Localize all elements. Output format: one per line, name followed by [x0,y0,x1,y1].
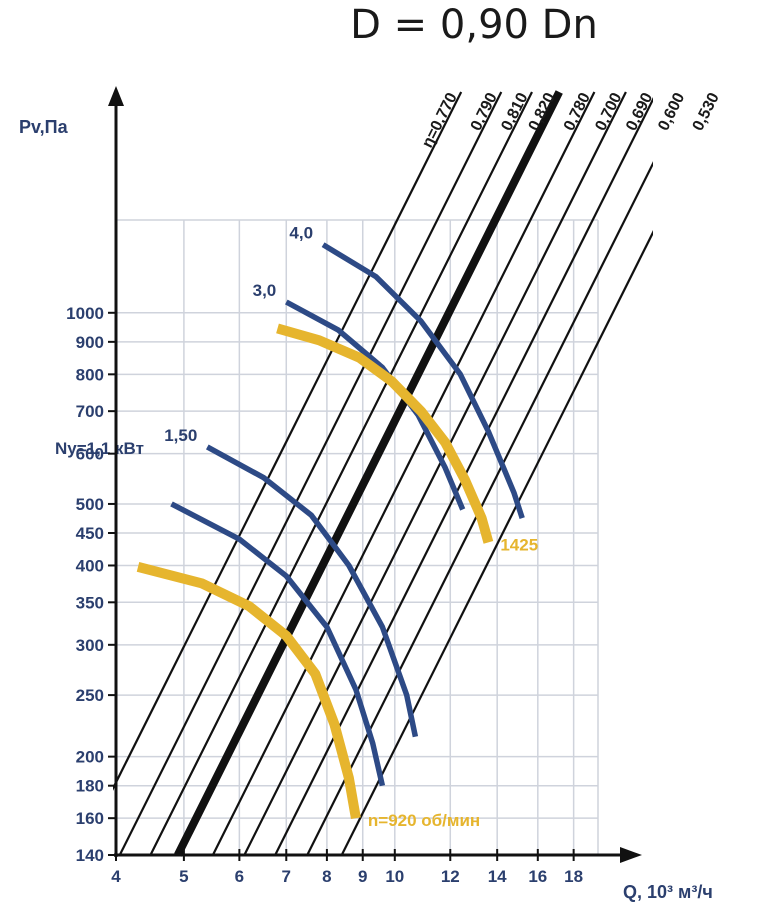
speed-curve-label: 1425 [500,535,538,554]
efficiency-label: 0,530 [690,90,723,134]
y-tick-label: 180 [76,777,104,796]
performance-curves [136,242,525,820]
speed-curve-label: n=920 об/мин [368,811,480,830]
efficiency-line [118,91,503,856]
efficiency-label: 0,600 [655,90,688,134]
y-tick-label: 140 [76,846,104,865]
axes [108,86,642,863]
power-curve [205,444,419,738]
y-tick-label: 350 [76,593,104,612]
y-tick-label: 400 [76,556,104,575]
x-tick-label: 6 [235,867,244,886]
efficiency-label: 0,790 [468,90,501,134]
x-axis-arrow [620,847,642,863]
power-curve-label: 1,50 [164,426,197,445]
power-curve-label: Ny=1,1 кВт [55,439,144,458]
efficiency-label: 0,690 [623,90,656,134]
power-curve-label: 3,0 [253,281,277,300]
efficiency-line [149,91,533,856]
x-tick-label: 14 [488,867,507,886]
y-tick-label: 900 [76,333,104,352]
y-tick-label: 1000 [66,304,104,323]
y-tick-label: 300 [76,636,104,655]
x-tick-label: 9 [358,867,367,886]
y-tick-label: 800 [76,365,104,384]
y-axis-ticks: 140 160 180 200 250 300 350 400 450 500 600 700 800 9… [66,304,116,865]
x-axis-label: Q, 10³ м³/ч [623,882,713,902]
efficiency-lines [113,90,653,857]
speed-curve [136,562,361,820]
power-curve [321,242,525,519]
x-tick-label: 8 [322,867,331,886]
power-curve-label: 4,0 [289,224,313,243]
power-curve [170,501,386,787]
y-tick-label: 200 [76,748,104,767]
speed-curve [276,323,494,544]
x-tick-label: 7 [282,867,291,886]
efficiency-line [306,161,653,856]
x-tick-label: 12 [441,867,460,886]
x-tick-label: 5 [179,867,188,886]
efficiency-line [174,90,563,857]
y-tick-label: 600 [76,445,104,464]
x-axis-ticks: 4 5 6 7 8 9 10 12 14 16 18 [111,849,583,886]
x-tick-label: 18 [564,867,583,886]
x-tick-label: 10 [385,867,404,886]
efficiency-label: 0,780 [561,90,594,134]
y-tick-label: 160 [76,809,104,828]
curve-labels: Ny=1,1 кВт 1,50 3,0 4,0 n=920 об/мин 1425 [55,224,538,830]
y-axis-label: Pv,Па [19,117,69,137]
efficiency-line [340,230,653,856]
chart-title: D = 0,90 Dn [350,2,598,48]
x-tick-label: 4 [111,867,121,886]
efficiency-line [211,91,596,856]
efficiency-line [243,91,627,856]
efficiency-line [113,91,463,791]
y-tick-label: 450 [76,524,104,543]
y-tick-label: 500 [76,495,104,514]
y-tick-label: 700 [76,402,104,421]
y-tick-label: 250 [76,686,104,705]
efficiency-label: 0,700 [592,90,625,134]
efficiency-label: η=0,770 [419,90,461,151]
y-axis-arrow [108,86,124,106]
x-tick-label: 16 [528,867,547,886]
